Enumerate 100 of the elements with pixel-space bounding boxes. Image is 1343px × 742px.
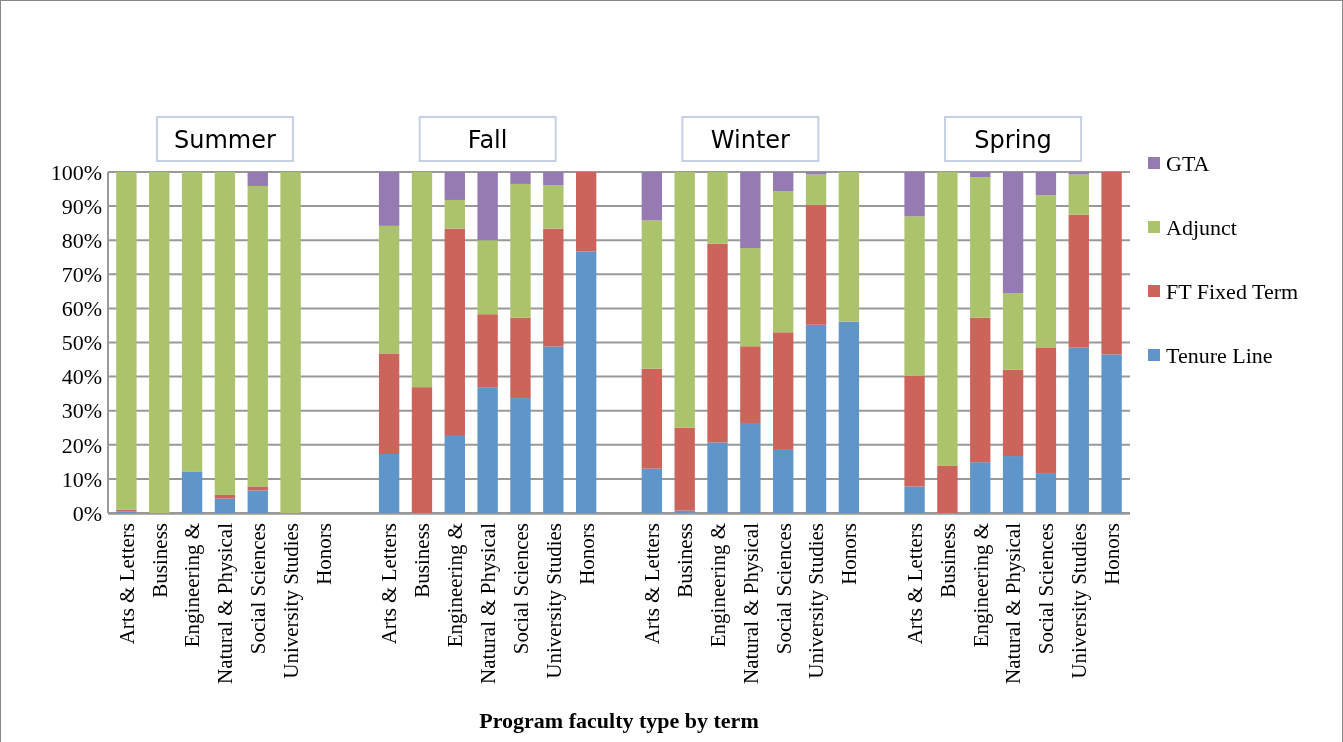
legend-label: Tenure Line: [1166, 342, 1273, 368]
bar: [214, 494, 236, 499]
bar: [641, 172, 663, 221]
y-tick-label: 10%: [61, 466, 102, 492]
bar: [575, 251, 597, 513]
bar: [707, 172, 728, 244]
bar: [1068, 347, 1089, 513]
bar: [740, 172, 761, 249]
bar: [773, 191, 794, 333]
text: Winter: [710, 126, 791, 155]
bar: [970, 172, 991, 178]
bar: [280, 172, 301, 513]
x-tick-label: Engineering &: [180, 523, 205, 648]
bar: [1035, 473, 1057, 513]
x-tick-label: University Studies: [278, 523, 303, 679]
bar: [838, 172, 860, 322]
bar: [937, 172, 958, 466]
bar: [1002, 293, 1024, 370]
bar: [181, 172, 203, 472]
x-tick-label: Natural & Physical: [738, 522, 763, 684]
y-tick-label: 20%: [61, 432, 102, 458]
bar: [477, 314, 498, 388]
text: Summer: [173, 126, 276, 155]
bar: [1035, 172, 1057, 196]
bar: [904, 375, 925, 487]
y-tick-label: 50%: [61, 330, 102, 356]
y-tick-label: 30%: [61, 398, 102, 424]
x-tick-label: University Studies: [541, 523, 566, 679]
bar: [214, 172, 236, 495]
bar: [477, 172, 498, 241]
x-tick-label: Natural & Physical: [475, 522, 500, 684]
x-tick-label: Social Sciences: [771, 523, 796, 655]
bar: [773, 172, 794, 192]
bar: [740, 422, 761, 513]
x-tick-label: Arts & Letters: [902, 523, 927, 645]
bar: [247, 172, 268, 186]
bar: [510, 398, 531, 513]
bar: [904, 172, 925, 217]
bar: [181, 471, 203, 513]
legend-label: FT Fixed Term: [1166, 278, 1299, 304]
bar: [477, 240, 498, 315]
y-tick-label: 70%: [61, 262, 102, 287]
bar: [378, 172, 400, 226]
bar: [1035, 195, 1057, 348]
x-tick-label: Engineering &: [705, 523, 730, 648]
x-tick-label: Honors: [574, 523, 599, 585]
x-tick-label: Engineering &: [968, 523, 993, 648]
bar: [970, 462, 991, 513]
bar: [674, 172, 695, 428]
bar: [641, 468, 663, 513]
bar: [1035, 347, 1057, 474]
bar: [805, 324, 827, 513]
legend-label: GTA: [1166, 150, 1210, 176]
bar: [444, 435, 465, 513]
bar: [740, 248, 761, 347]
bar: [411, 172, 433, 388]
x-tick-label: Social Sciences: [246, 523, 271, 655]
x-tick-label: Business: [410, 523, 435, 598]
bar: [970, 317, 991, 463]
bar: [937, 465, 958, 513]
text: Fall: [467, 126, 508, 155]
bar: [543, 172, 564, 186]
bar: [247, 185, 268, 487]
y-tick-label: 80%: [61, 227, 102, 253]
bar: [904, 216, 925, 376]
x-tick-label: University Studies: [1067, 523, 1092, 679]
bar: [970, 177, 991, 318]
bar: [444, 228, 465, 436]
x-tick-label: Natural & Physical: [213, 522, 238, 684]
bar: [805, 205, 827, 325]
bar: [773, 332, 794, 450]
text: Spring: [974, 126, 1052, 155]
bar: [247, 486, 268, 491]
bar: [1068, 174, 1089, 215]
bar: [904, 486, 925, 513]
x-tick-label: Honors: [311, 523, 336, 585]
x-tick-label: Arts & Letters: [640, 523, 665, 645]
x-tick-label: Social Sciences: [508, 523, 533, 655]
bar: [477, 387, 498, 513]
x-tick-label: Engineering &: [443, 523, 468, 648]
bar: [444, 199, 465, 229]
bar: [575, 172, 597, 252]
bar: [773, 449, 794, 513]
x-tick-label: Honors: [1099, 523, 1124, 585]
bar: [1002, 456, 1024, 513]
bar: [543, 185, 564, 229]
bar: [378, 454, 400, 513]
y-tick-label: 60%: [61, 296, 102, 322]
x-tick-label: Social Sciences: [1034, 523, 1059, 655]
bar: [674, 427, 695, 511]
bar: [1068, 214, 1089, 348]
bar: [116, 172, 137, 510]
y-tick-label: 0%: [72, 500, 102, 526]
x-tick-label: University Studies: [804, 523, 829, 679]
bar: [641, 368, 663, 469]
bar: [510, 172, 531, 184]
x-tick-label: Business: [147, 523, 172, 598]
bar: [805, 174, 827, 206]
bar: [510, 183, 531, 318]
bar: [641, 220, 663, 369]
